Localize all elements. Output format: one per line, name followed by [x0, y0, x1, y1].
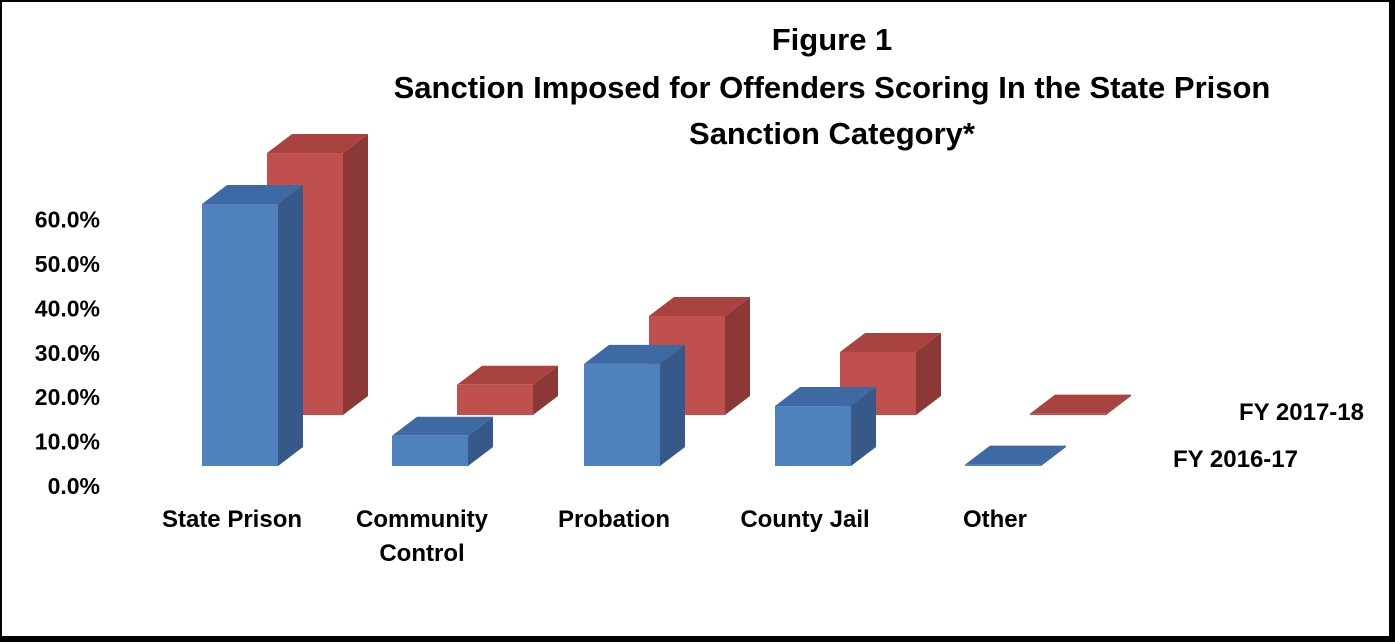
- x-axis: State Prison Community Control Probation Cou…: [162, 506, 1027, 567]
- bar-fy-2016-17-community-control-top: [392, 416, 493, 436]
- bar-fy-2016-17-county-jail-front: [775, 406, 851, 466]
- bar-fy-2016-17-county-jail: [775, 387, 876, 466]
- bar-fy-2017-18-state-prison-top: [267, 134, 368, 154]
- bar-fy-2016-17-probation-front: [584, 363, 660, 466]
- bar-fy-2016-17-state-prison-side: [278, 185, 303, 467]
- category-label-community-control-line-1: Community: [356, 506, 489, 533]
- y-tick-label-1: 10.0%: [35, 429, 100, 455]
- bar-fy-2017-18-other-top: [1030, 394, 1131, 414]
- bar-fy-2017-18-community-control-top: [457, 365, 558, 385]
- bar-fy-2016-17-other-side: [1041, 445, 1066, 466]
- y-tick-label-3: 30.0%: [35, 340, 100, 366]
- bar-fy-2016-17-probation: [584, 344, 685, 466]
- y-axis: 0.0% 10.0% 20.0% 30.0% 40.0% 50.0% 60.0%: [35, 207, 100, 499]
- bar-fy-2017-18-county-jail: [840, 332, 941, 415]
- category-label-state-prison: State Prison: [162, 506, 302, 533]
- bar-fy-2017-18-probation-side: [725, 296, 750, 415]
- bar-fy-2017-18-community-control-side: [533, 365, 558, 415]
- bars-series-2: [267, 134, 1131, 416]
- bar-fy-2016-17-community-control-front: [392, 435, 468, 466]
- bar-fy-2016-17-county-jail-side: [851, 387, 876, 466]
- chart-title-line-1: Figure 1: [772, 22, 893, 57]
- bar-fy-2016-17-probation-top: [584, 344, 685, 364]
- series-label-fy-2017-18: FY 2017-18: [1239, 399, 1364, 426]
- bar-fy-2016-17-state-prison: [202, 185, 303, 467]
- chart-title-line-2: Sanction Imposed for Offenders Scoring I…: [394, 70, 1271, 105]
- bar-fy-2016-17-state-prison-top: [202, 185, 303, 205]
- category-label-community-control-line-2: Control: [379, 540, 464, 567]
- bar-fy-2016-17-other: [965, 445, 1066, 466]
- category-label-probation: Probation: [558, 506, 670, 533]
- bar-fy-2017-18-county-jail-top: [840, 332, 941, 352]
- bar-fy-2016-17-state-prison-front: [202, 204, 278, 467]
- y-tick-label-4: 40.0%: [35, 295, 100, 321]
- y-tick-label-6: 60.0%: [35, 207, 100, 233]
- bar-fy-2017-18-other-front: [1030, 413, 1106, 415]
- bar-fy-2017-18-community-control: [457, 365, 558, 415]
- chart-title: Figure 1 Sanction Imposed for Offenders …: [394, 22, 1271, 151]
- bar-fy-2016-17-county-jail-top: [775, 387, 876, 407]
- bar-fy-2017-18-state-prison-side: [343, 134, 368, 416]
- category-label-county-jail: County Jail: [740, 506, 869, 533]
- bar-fy-2017-18-probation-top: [649, 296, 750, 316]
- category-label-other: Other: [963, 506, 1027, 533]
- bar-fy-2017-18-other: [1030, 394, 1131, 415]
- y-tick-label-0: 0.0%: [48, 473, 100, 499]
- bar-fy-2016-17-probation-side: [660, 344, 685, 466]
- series-labels: FY 2017-18 FY 2016-17: [1173, 399, 1364, 473]
- chart-title-line-3: Sanction Category*: [689, 116, 976, 151]
- bar-fy-2016-17-other-top: [965, 445, 1066, 465]
- y-tick-label-2: 20.0%: [35, 384, 100, 410]
- series-label-fy-2016-17: FY 2016-17: [1173, 446, 1298, 473]
- bars-series-1: [202, 185, 1066, 467]
- bar-fy-2017-18-other-side: [1106, 394, 1131, 415]
- y-tick-label-5: 50.0%: [35, 251, 100, 277]
- bar-fy-2017-18-community-control-front: [457, 384, 533, 415]
- bar-fy-2016-17-other-front: [965, 464, 1041, 466]
- bar-fy-2016-17-community-control-side: [468, 416, 493, 466]
- bar-fy-2016-17-community-control: [392, 416, 493, 466]
- bar-fy-2017-18-county-jail-side: [916, 332, 941, 415]
